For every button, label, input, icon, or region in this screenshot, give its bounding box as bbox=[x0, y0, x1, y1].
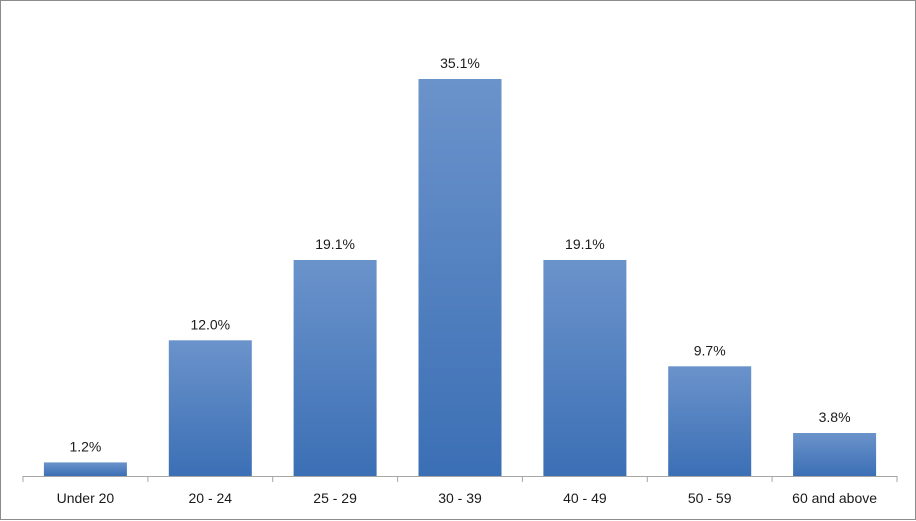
data-label-3: 35.1% bbox=[440, 55, 480, 71]
data-label-1: 12.0% bbox=[190, 316, 230, 332]
data-label-2: 19.1% bbox=[315, 236, 355, 252]
x-axis: Under 20 20 - 24 25 - 29 30 - 39 40 - 49 50 -… bbox=[23, 476, 897, 506]
data-label-6: 3.8% bbox=[819, 409, 851, 425]
x-tick-label-0: Under 20 bbox=[57, 490, 115, 506]
data-label-4: 19.1% bbox=[565, 236, 605, 252]
x-tick-label-5: 50 - 59 bbox=[688, 490, 732, 506]
x-tick-label-4: 40 - 49 bbox=[563, 490, 607, 506]
data-label-0: 1.2% bbox=[69, 438, 101, 454]
bar-2 bbox=[294, 260, 377, 476]
bar-1 bbox=[169, 340, 252, 476]
x-tick-label-1: 20 - 24 bbox=[189, 490, 233, 506]
bar-6 bbox=[793, 433, 876, 476]
bar-3 bbox=[419, 79, 502, 476]
bar-5 bbox=[668, 366, 751, 476]
x-tick-label-3: 30 - 39 bbox=[438, 490, 482, 506]
bar-0 bbox=[44, 462, 127, 476]
x-tick-label-6: 60 and above bbox=[792, 490, 877, 506]
data-label-5: 9.7% bbox=[694, 342, 726, 358]
bars-layer bbox=[44, 79, 876, 476]
bar-4 bbox=[543, 260, 626, 476]
x-tick-label-2: 25 - 29 bbox=[313, 490, 357, 506]
